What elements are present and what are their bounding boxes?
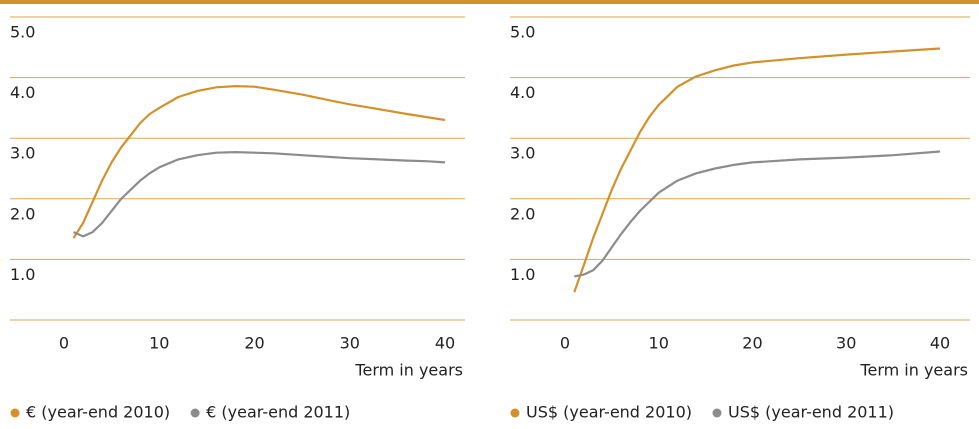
x-tick-label: 10	[149, 334, 169, 353]
x-tick-label: 40	[930, 334, 950, 353]
x-tick-label: 30	[340, 334, 360, 353]
legend-label: € (year-end 2011)	[206, 403, 350, 422]
x-axis-label: Term in years	[354, 361, 463, 380]
x-tick-label: 30	[836, 334, 856, 353]
x-tick-label: 20	[742, 334, 762, 353]
legend-marker	[190, 408, 200, 418]
y-tick-label: 5.0	[510, 23, 535, 42]
legend-marker	[10, 408, 20, 418]
y-tick-label: 1.0	[510, 265, 535, 284]
line	[574, 150, 941, 278]
x-tick-label: 10	[649, 334, 669, 353]
y-tick-label: 1.0	[10, 265, 35, 284]
y-tick-label: 2.0	[10, 204, 35, 223]
line	[73, 151, 446, 238]
y-tick-label: 2.0	[510, 204, 535, 223]
y-tick-label: 5.0	[10, 23, 35, 42]
y-tick-label: 4.0	[10, 83, 35, 102]
line	[573, 47, 941, 293]
x-tick-label: 0	[560, 334, 570, 353]
x-axis-label: Term in years	[859, 361, 968, 380]
legend-label: US$ (year-end 2011)	[728, 403, 894, 422]
legend-label: € (year-end 2010)	[26, 403, 170, 422]
y-tick-label: 4.0	[510, 83, 535, 102]
x-tick-label: 0	[59, 334, 69, 353]
y-tick-label: 3.0	[10, 144, 35, 163]
legend-marker	[510, 408, 520, 418]
top-bar	[0, 0, 979, 4]
x-tick-label: 20	[244, 334, 264, 353]
legend-label: US$ (year-end 2010)	[526, 403, 692, 422]
line	[72, 85, 446, 239]
legend-marker	[712, 408, 722, 418]
x-tick-label: 40	[435, 334, 455, 353]
y-tick-label: 3.0	[510, 144, 535, 163]
